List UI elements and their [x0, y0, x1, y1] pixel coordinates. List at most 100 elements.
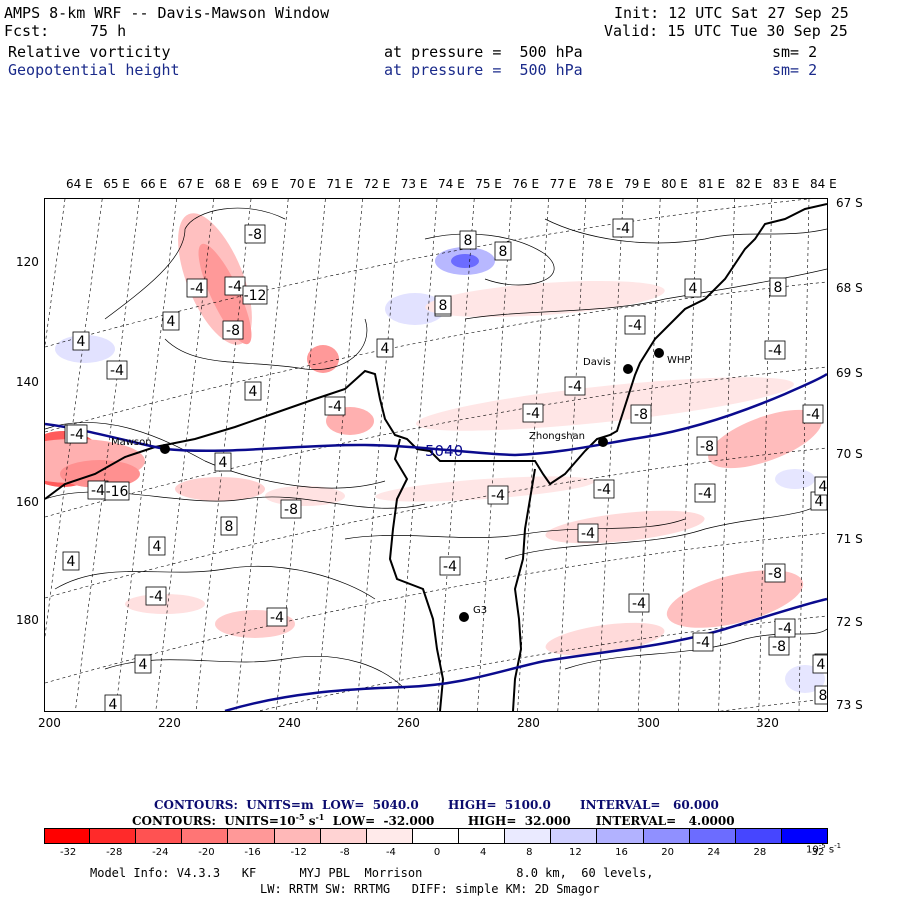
cb-unit-base: 10 [806, 844, 819, 856]
parallel-line [45, 532, 827, 684]
svg-text:-4: -4 [110, 363, 124, 379]
svg-text:-8: -8 [700, 439, 714, 455]
colorbar-tick-label: 24 [707, 847, 721, 858]
whp-label: WHP [667, 355, 690, 366]
contour-value-label: -4 [577, 523, 599, 543]
x-tick-label: 280 [517, 716, 540, 730]
svg-text:-8: -8 [634, 407, 648, 423]
svg-text:8: 8 [439, 298, 448, 314]
colorbar-tick-label: -20 [198, 847, 215, 858]
meridian-line [637, 199, 661, 711]
contour-value-label: -4 [522, 403, 544, 423]
svg-text:-4: -4 [698, 486, 712, 502]
contour-line [504, 498, 827, 560]
chart-title: AMPS 8-km WRF -- Davis-Mawson Window [4, 4, 330, 22]
lon-label: 80 E [661, 177, 688, 191]
lon-label: 84 E [810, 177, 837, 191]
forecast-hour: 75 h [90, 22, 127, 40]
lat-label: 67 S [836, 196, 863, 210]
colorbar-swatch [412, 828, 460, 844]
svg-text:-4: -4 [328, 399, 342, 415]
cb-unit-exp2: -1 [834, 842, 842, 850]
amery-ice-shelf-edge [388, 438, 445, 711]
lon-label: 67 E [177, 177, 205, 191]
svg-text:-4: -4 [190, 281, 204, 297]
svg-text:4: 4 [249, 384, 258, 400]
contour-value-label: -4 [802, 404, 824, 424]
svg-text:4: 4 [689, 281, 698, 297]
colorbar-tick-label: -28 [106, 847, 123, 858]
svg-text:4: 4 [819, 479, 827, 495]
lat-label: 69 S [836, 366, 863, 380]
svg-text:8: 8 [499, 244, 508, 260]
contour-value-label: 4 [148, 536, 166, 556]
colorbar-tick-label: -4 [385, 847, 396, 858]
lon-label: 76 E [512, 177, 540, 191]
lon-label: 74 E [438, 177, 465, 191]
whp-marker[interactable] [654, 348, 664, 358]
shade-mid-1 [175, 477, 265, 501]
svg-text:-4: -4 [568, 379, 582, 395]
contour-value-label: -4 [66, 424, 88, 444]
contour-value-label: -4 [87, 480, 109, 500]
physics-info: LW: RRTM SW: RRTMG DIFF: simple KM: 2D S… [260, 882, 600, 896]
lon-label: 70 E [289, 177, 316, 191]
colorbar-tick-label: -16 [244, 847, 261, 858]
vort-info-exp2: -1 [315, 812, 325, 822]
vorticity-contour-info: CONTOURS: UNITS=10-5 s-1 LOW= -32.000 HI… [132, 812, 735, 828]
contour-value-label: 8 [459, 230, 477, 250]
colorbar-tick-label: 16 [615, 847, 628, 858]
contour-value-labels: -8-4-12-84-4884-448-4-44-44-4-4-4-1648-8… [62, 218, 827, 711]
parallel-line [45, 199, 811, 348]
contour-line [54, 566, 376, 600]
svg-text:8: 8 [774, 280, 783, 296]
contour-value-label: 4 [134, 654, 152, 674]
valid-time: Valid: 15 UTC Tue 30 Sep 25 [604, 22, 848, 40]
field2-smoothing: sm= 2 [772, 61, 818, 79]
svg-text:-4: -4 [597, 482, 611, 498]
colorbar-tick-label: 28 [753, 847, 767, 858]
colorbar-swatch [551, 828, 598, 844]
height-contour-info: CONTOURS: UNITS=m LOW= 5040.0 HIGH= 5100… [154, 798, 719, 812]
svg-text:4: 4 [109, 697, 118, 711]
contour-value-label: -8 [222, 320, 244, 340]
colorbar-swatch [274, 828, 321, 844]
svg-text:4: 4 [219, 455, 228, 471]
meridian-line [45, 199, 66, 348]
x-tick-label: 260 [397, 716, 420, 730]
colorbar-tick-label: 12 [569, 847, 582, 858]
contour-value-label: 4 [376, 338, 394, 358]
svg-text:-4: -4 [778, 621, 792, 637]
contour-value-label: 8 [814, 685, 827, 705]
lat-label: 73 S [836, 698, 863, 712]
lon-label: 65 E [103, 177, 130, 191]
davis-marker[interactable] [623, 364, 633, 374]
mawson-marker[interactable] [160, 444, 170, 454]
map-panel[interactable]: 5040 Mawson Davis WHP Zhongshan G3 -8 -4-… [44, 198, 828, 712]
x-tick-label: 300 [637, 716, 660, 730]
meridian-line [276, 199, 326, 711]
g3-marker[interactable] [459, 612, 469, 622]
contour-value-label: -8 [280, 499, 302, 519]
shade-small-1 [307, 345, 339, 373]
coastline [45, 203, 827, 711]
colorbar-tick-label: -32 [59, 847, 77, 858]
contour-value-label: -8 [244, 224, 266, 244]
field1-smoothing: sm= 2 [772, 43, 818, 61]
colorbar-swatch [781, 828, 828, 844]
lat-label: 71 S [836, 532, 863, 546]
lon-label: 75 E [475, 177, 502, 191]
svg-text:4: 4 [167, 314, 176, 330]
x-tick-label: 240 [278, 716, 301, 730]
lon-label: 78 E [586, 177, 614, 191]
colorbar-tick-label: 8 [526, 847, 533, 858]
svg-text:-8: -8 [248, 227, 262, 243]
coast-line [45, 203, 827, 500]
svg-text:4: 4 [153, 539, 162, 555]
meridian-line [557, 199, 587, 711]
contour-value-label: 8 [434, 295, 452, 315]
zhongshan-marker[interactable] [598, 437, 608, 447]
lat-label: 68 S [836, 281, 863, 295]
contour-value-label: 4 [244, 381, 262, 401]
cb-unit-s: s [825, 844, 835, 856]
